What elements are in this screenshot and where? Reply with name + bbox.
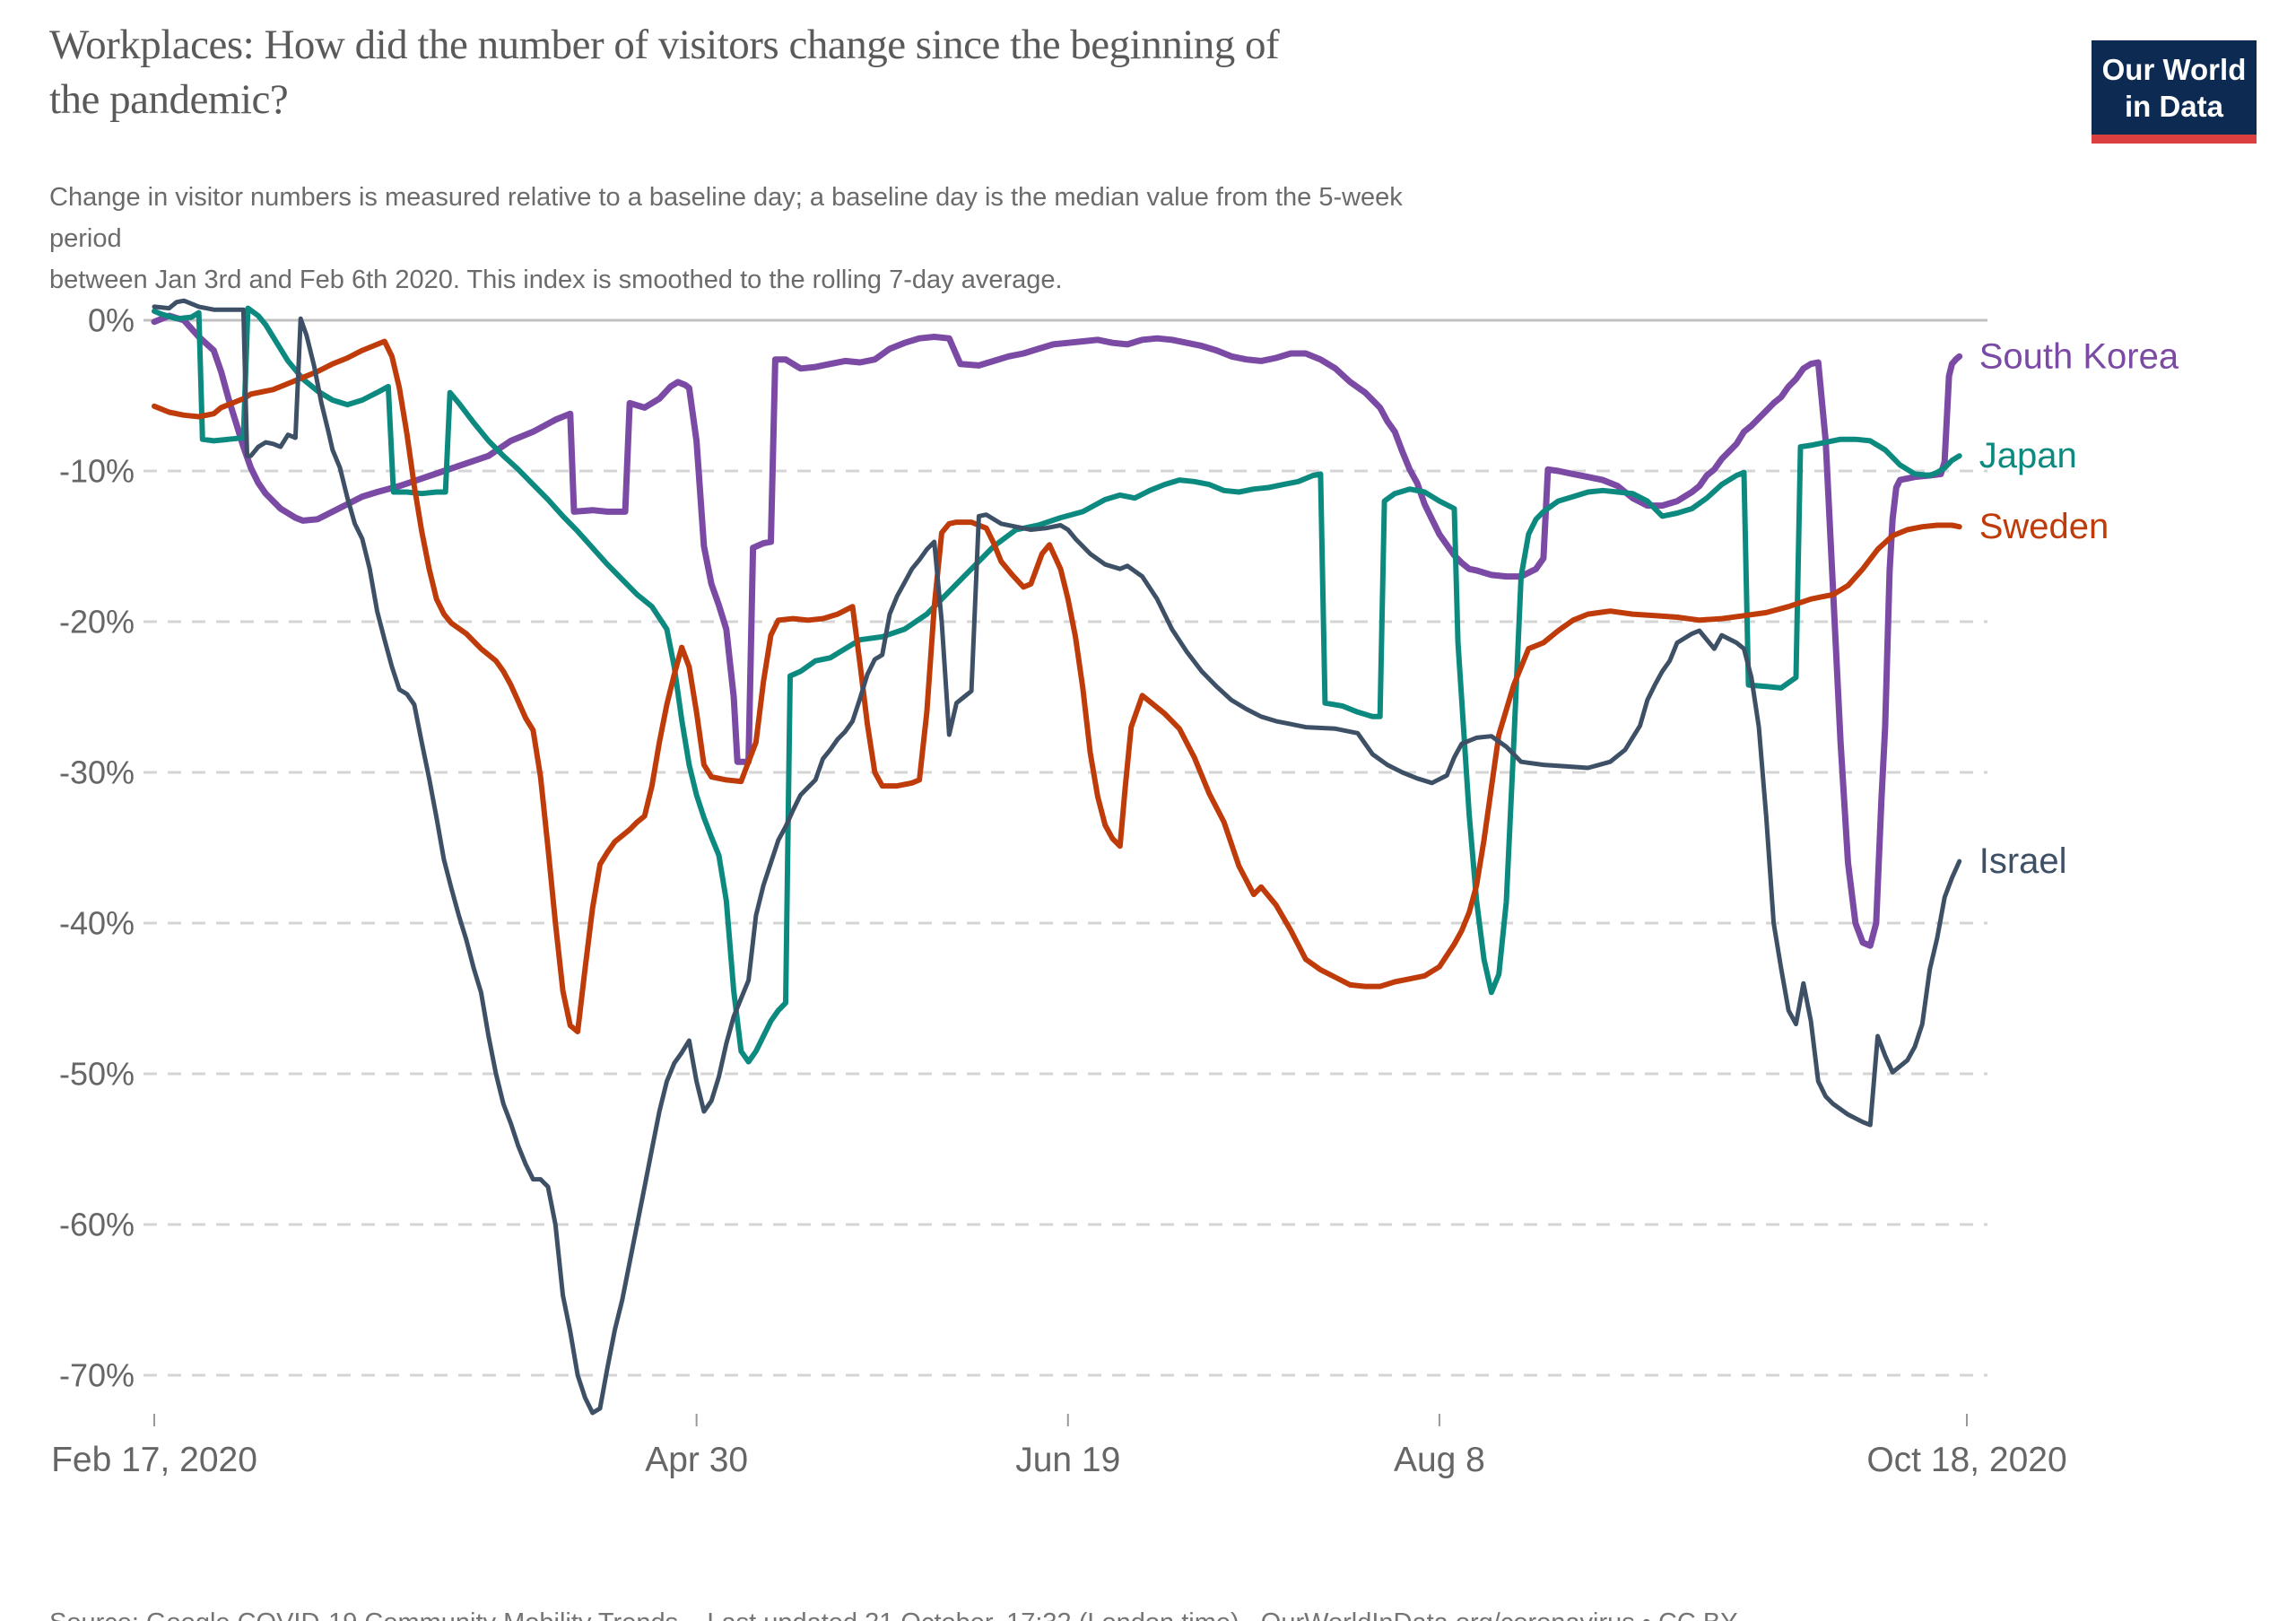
y-axis-label: -10% bbox=[59, 453, 135, 490]
x-axis-label: Apr 30 bbox=[645, 1441, 748, 1479]
x-axis-label: Oct 18, 2020 bbox=[1866, 1441, 2066, 1479]
title-line-2: the pandemic? bbox=[49, 76, 289, 124]
series-line-japan[interactable] bbox=[152, 305, 1962, 1065]
logo-red-bar bbox=[2092, 134, 2257, 144]
series-line-south-korea[interactable] bbox=[151, 312, 1963, 949]
y-axis-label: -50% bbox=[59, 1056, 135, 1093]
legend-label-israel[interactable]: Israel bbox=[1979, 841, 2067, 881]
y-axis-label: -40% bbox=[59, 905, 135, 942]
subtitle-line-2: between Jan 3rd and Feb 6th 2020. This i… bbox=[49, 265, 1063, 294]
owid-logo-text: Our World in Data bbox=[2092, 40, 2257, 135]
x-axis-label: Feb 17, 2020 bbox=[51, 1441, 257, 1479]
page-title: Workplaces: How did the number of visito… bbox=[49, 18, 1574, 127]
chart-subtitle: Change in visitor numbers is measured re… bbox=[49, 178, 1448, 301]
x-axis-label: Aug 8 bbox=[1394, 1441, 1485, 1479]
y-axis-label: 0% bbox=[88, 302, 135, 339]
y-axis-label: -20% bbox=[59, 604, 135, 641]
legend-label-japan[interactable]: Japan bbox=[1979, 436, 2077, 475]
chart-footer: Source: Google COVID-19 Community Mobili… bbox=[49, 1518, 2256, 1621]
source-text: Source: Google COVID-19 Community Mobili… bbox=[49, 1602, 2256, 1621]
owid-logo[interactable]: Our World in Data bbox=[2092, 40, 2257, 144]
x-axis-label: Jun 19 bbox=[1015, 1441, 1120, 1479]
legend-label-south-korea[interactable]: South Korea bbox=[1979, 336, 2179, 376]
title-line-1: Workplaces: How did the number of visito… bbox=[49, 22, 1280, 68]
series-line-sweden[interactable] bbox=[152, 338, 1962, 1034]
y-axis-label: -30% bbox=[59, 754, 135, 791]
legend-label-sweden[interactable]: Sweden bbox=[1979, 507, 2109, 546]
subtitle-line-1: Change in visitor numbers is measured re… bbox=[49, 183, 1403, 253]
y-axis-label: -60% bbox=[59, 1207, 135, 1243]
series-line-israel[interactable] bbox=[152, 298, 1962, 1416]
y-axis-label: -70% bbox=[59, 1357, 135, 1394]
